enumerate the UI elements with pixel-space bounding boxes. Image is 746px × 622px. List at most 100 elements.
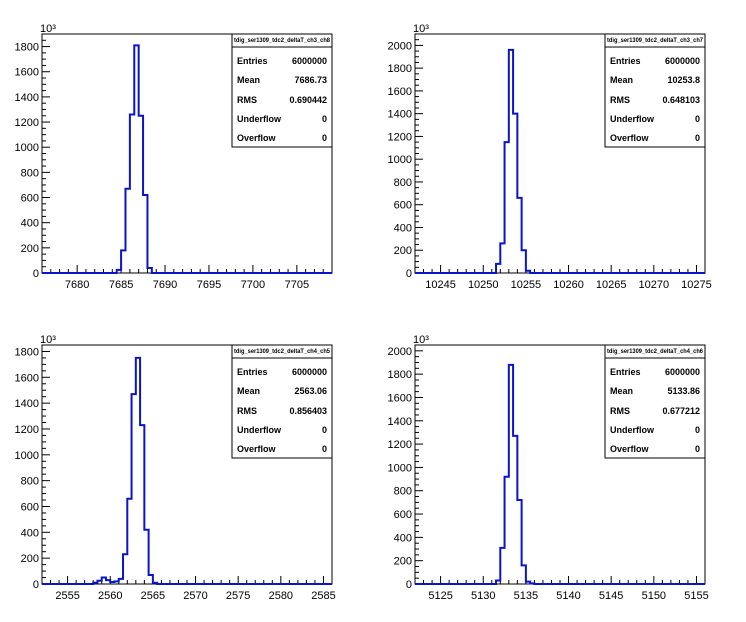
x-tick-label: 5130 <box>471 590 495 602</box>
y-tick-label: 600 <box>21 501 39 513</box>
x-tick-label: 2560 <box>98 590 122 602</box>
x-tick-label: 10275 <box>681 279 712 291</box>
stat-mean-label: Mean <box>610 75 633 85</box>
y-tick-label: 1600 <box>15 372 39 384</box>
stat-rms-value: 0.856403 <box>289 406 327 416</box>
histogram-bin <box>500 243 504 273</box>
x-tick-label: 10250 <box>468 279 499 291</box>
x-tick-label: 5135 <box>514 590 538 602</box>
stat-entries-value: 6000000 <box>665 56 700 66</box>
stats-box[interactable]: tdig_ser1309_tdc2_deltaT_ch3_ch7 Entries… <box>604 33 706 148</box>
histogram-bin <box>125 189 129 273</box>
y-exponent-label: 10³ <box>40 334 56 346</box>
stat-overflow-value: 0 <box>695 444 700 454</box>
y-tick-label: 600 <box>394 509 412 521</box>
stat-entries-label: Entries <box>237 56 268 66</box>
histogram-bin <box>121 250 125 273</box>
x-tick-label: 5155 <box>684 590 708 602</box>
histogram-bin <box>139 116 143 273</box>
histogram-bin <box>119 579 123 584</box>
histogram-bin <box>496 264 500 273</box>
plot-frame <box>41 33 333 274</box>
y-tick-label: 600 <box>394 200 412 212</box>
x-tick-label: 10270 <box>639 279 670 291</box>
stat-rms-label: RMS <box>610 95 630 105</box>
y-tick-label: 800 <box>21 476 39 488</box>
x-tick-label: 10265 <box>596 279 627 291</box>
stat-mean-value: 5133.86 <box>667 386 700 396</box>
y-tick-label: 1800 <box>15 346 39 358</box>
y-tick-label: 800 <box>21 167 39 179</box>
stat-rms-value: 0.648103 <box>662 95 700 105</box>
histogram-bin <box>509 50 513 273</box>
y-tick-label: 200 <box>21 243 39 255</box>
x-tick-label: 5150 <box>642 590 666 602</box>
stat-underflow-value: 0 <box>695 425 700 435</box>
histogram-bin <box>136 358 140 584</box>
y-tick-label: 0 <box>406 579 412 591</box>
stat-rms-value: 0.690442 <box>289 95 327 105</box>
y-tick-label: 0 <box>33 268 39 280</box>
stat-overflow-label: Overflow <box>610 444 650 454</box>
y-tick-label: 1800 <box>15 42 39 54</box>
histogram-bin <box>132 394 136 584</box>
stat-overflow-value: 0 <box>695 133 700 143</box>
x-tick-label: 2575 <box>226 590 250 602</box>
x-tick-label: 2555 <box>55 590 79 602</box>
histogram-line <box>415 363 705 585</box>
y-tick-label: 1400 <box>388 109 412 121</box>
y-tick-label: 1800 <box>388 369 412 381</box>
x-tick-label: 2565 <box>141 590 165 602</box>
histogram-bin <box>505 142 509 273</box>
x-tick-label: 7695 <box>197 279 221 291</box>
x-tick-label: 10255 <box>511 279 542 291</box>
y-tick-label: 2000 <box>388 40 412 52</box>
histogram-bin <box>117 270 121 273</box>
y-tick-label: 1800 <box>388 63 412 75</box>
stat-entries-label: Entries <box>610 56 641 66</box>
stat-underflow-label: Underflow <box>610 425 655 435</box>
stat-overflow-label: Overflow <box>610 133 650 143</box>
histogram-bin <box>106 580 110 584</box>
histogram-bin <box>115 581 119 584</box>
histogram-bin <box>97 581 101 584</box>
y-tick-label: 1400 <box>15 398 39 410</box>
plot-area-3: 5125 5130 5135 5140 5145 5150 5155 0 200 400 600 80… <box>388 344 709 602</box>
stats-box[interactable]: tdig_ser1309_tdc2_deltaT_ch4_ch6 Entries… <box>604 344 706 459</box>
y-tick-label: 400 <box>394 532 412 544</box>
stat-entries-label: Entries <box>610 367 641 377</box>
stat-overflow-value: 0 <box>322 444 327 454</box>
y-tick-label: 1400 <box>15 92 39 104</box>
y-tick-label: 1200 <box>15 424 39 436</box>
x-tick-label: 7690 <box>153 279 177 291</box>
y-tick-label: 1600 <box>388 86 412 98</box>
y-tick-label: 1200 <box>15 117 39 129</box>
stat-overflow-label: Overflow <box>237 444 277 454</box>
stat-mean-label: Mean <box>610 386 633 396</box>
x-tick-label: 2585 <box>311 590 335 602</box>
stats-title: tdig_ser1309_tdc2_deltaT_ch4_ch5 <box>234 349 331 355</box>
stat-overflow-value: 0 <box>322 133 327 143</box>
stats-box[interactable]: tdig_ser1309_tdc2_deltaT_ch3_ch8 Entries… <box>231 33 333 148</box>
plot-area-2: 2555 2560 2565 2570 2575 2580 2585 0 200 400 600 80… <box>15 344 336 602</box>
histogram-bin <box>144 530 148 584</box>
histogram-bin <box>140 425 144 584</box>
stat-entries-value: 6000000 <box>665 367 700 377</box>
y-tick-label: 1600 <box>388 392 412 404</box>
panel-top-left: 7680 7685 7690 7695 7700 7705 0 200 400 600 800 100… <box>15 23 333 291</box>
stat-rms-value: 0.677212 <box>662 406 700 416</box>
stats-box[interactable]: tdig_ser1309_tdc2_deltaT_ch4_ch5 Entries… <box>231 344 333 459</box>
stat-underflow-label: Underflow <box>237 114 282 124</box>
histogram-bin <box>526 271 530 273</box>
x-tick-label: 10245 <box>425 279 456 291</box>
panel-bottom-right: 5125 5130 5135 5140 5145 5150 5155 0 200 400 600 80… <box>388 334 709 602</box>
histogram-bin <box>530 583 534 584</box>
histogram-bin <box>110 582 114 584</box>
histogram-bin <box>500 548 504 584</box>
histogram-bin <box>513 114 517 273</box>
stat-underflow-value: 0 <box>322 114 327 124</box>
y-tick-label: 1200 <box>388 439 412 451</box>
stat-rms-label: RMS <box>237 95 257 105</box>
y-exponent-label: 10³ <box>413 23 429 35</box>
